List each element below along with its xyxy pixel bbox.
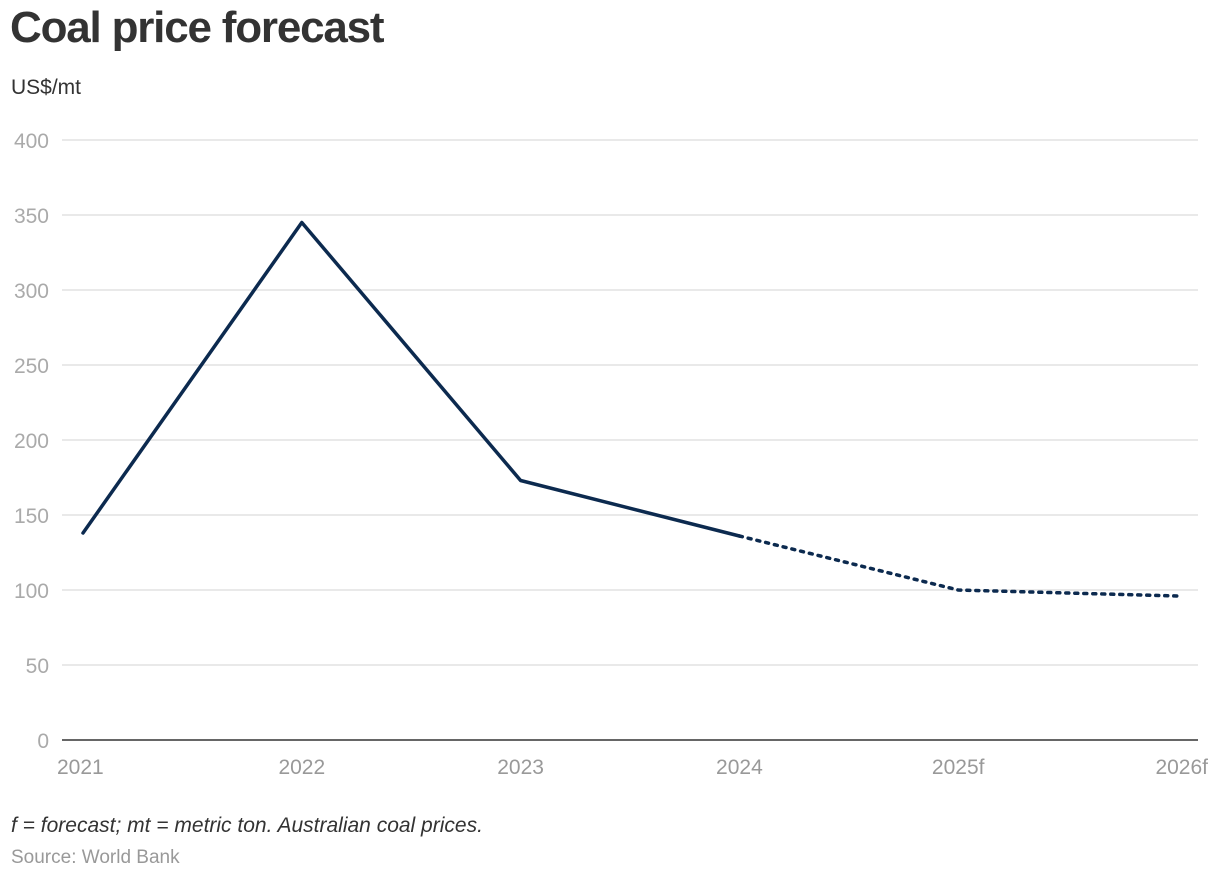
x-tick-label: 2025f: [932, 756, 985, 779]
x-axis-ticks: 2021 2022 2023 2024 2025f 2026f: [57, 756, 1208, 779]
y-axis-ticks: 0 50 100 150 200 250 300 350 400: [14, 130, 49, 753]
data-point-2024: [737, 534, 741, 538]
series-line-actual: [81, 220, 742, 538]
footnote: f = forecast; mt = metric ton. Australia…: [11, 814, 483, 837]
y-tick-label: 350: [14, 205, 49, 228]
x-tick-label: 2021: [57, 756, 104, 779]
source-note: Source: World Bank: [11, 847, 180, 868]
x-tick-label: 2024: [716, 756, 763, 779]
y-tick-label: 300: [14, 280, 49, 303]
y-tick-label: 100: [14, 580, 49, 603]
y-tick-label: 250: [14, 355, 49, 378]
x-tick-label: 2023: [497, 756, 544, 779]
data-point-2022: [300, 221, 304, 225]
chart-title: Coal price forecast: [10, 3, 385, 52]
y-tick-label: 200: [14, 430, 49, 453]
data-point-2026f: [1175, 594, 1179, 598]
y-tick-label: 400: [14, 130, 49, 153]
y-tick-label: 50: [26, 655, 49, 678]
data-point-2023: [519, 479, 523, 483]
y-tick-label: 150: [14, 505, 49, 528]
series-lines: [81, 220, 1179, 598]
x-tick-label: 2022: [278, 756, 325, 779]
data-point-2025f: [956, 588, 960, 592]
y-axis-unit-label: US$/mt: [11, 76, 82, 99]
gridlines: [62, 139, 1198, 666]
x-tick-label: 2026f: [1155, 756, 1208, 779]
series-line-forecast: [737, 534, 1179, 598]
y-tick-label: 0: [37, 730, 49, 753]
data-point-2021: [81, 531, 85, 535]
